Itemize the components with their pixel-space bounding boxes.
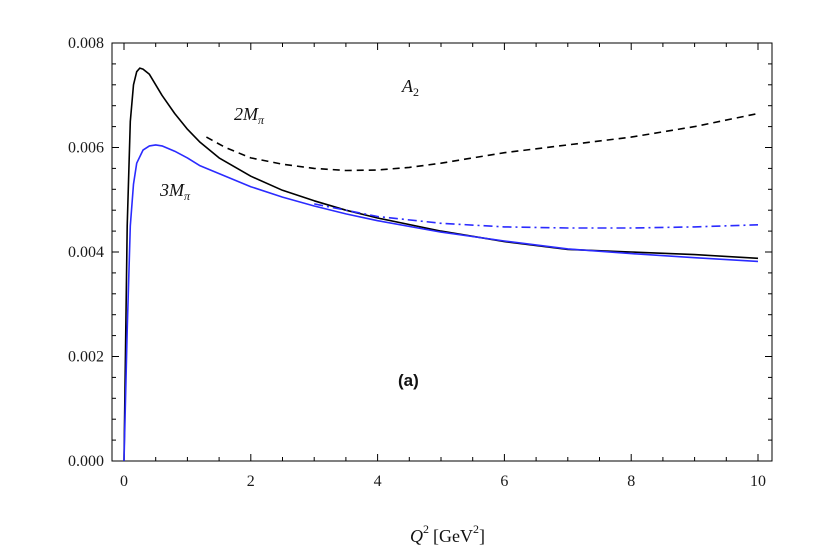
series-line-2-dashed xyxy=(206,112,759,172)
x-tick-label: 6 xyxy=(500,473,508,490)
y-tick-label: 0.006 xyxy=(68,140,104,157)
x-tick-label: 8 xyxy=(627,473,635,490)
axis-ticks: 0 2 4 6 8 10 0.000 0.002 0.004 0.006 0.008 xyxy=(68,35,772,490)
series-group xyxy=(123,67,759,462)
annotation-3m: 3Mπ xyxy=(159,180,191,203)
y-tick-label: 0.000 xyxy=(68,453,104,470)
x-tick-label: 0 xyxy=(120,473,128,490)
x-tick-label: 4 xyxy=(374,473,382,490)
x-tick-label: 2 xyxy=(247,473,255,490)
plot-frame xyxy=(111,42,773,462)
series-line-3-solid xyxy=(123,144,759,462)
panel-label: (a) xyxy=(398,371,419,390)
series-line-4-dashdot xyxy=(314,203,759,229)
x-axis-label: Q2 [GeV2] xyxy=(410,522,485,546)
series-line-1-solid xyxy=(123,67,759,462)
y-tick-label: 0.004 xyxy=(68,244,104,261)
annotation-2m: 2Mπ xyxy=(234,104,265,127)
y-tick-label: 0.008 xyxy=(68,35,104,52)
y-tick-label: 0.002 xyxy=(68,349,104,366)
annotation-a2: A2 xyxy=(401,76,419,99)
x-tick-label: 10 xyxy=(750,473,766,490)
